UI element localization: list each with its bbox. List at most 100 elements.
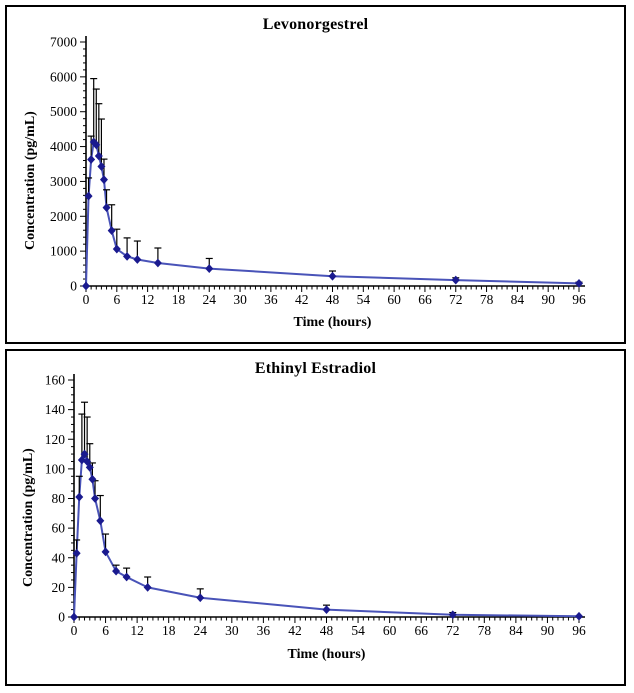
x-tick-label: 6: [102, 623, 109, 638]
x-tick-label: 30: [233, 292, 247, 307]
x-tick-label: 42: [295, 292, 309, 307]
x-tick-label: 90: [541, 623, 555, 638]
data-point-marker: [92, 140, 101, 150]
y-tick-label: 1000: [50, 244, 77, 259]
x-tick-label: 48: [320, 623, 334, 638]
axes: [73, 374, 585, 618]
data-point-marker: [575, 278, 583, 288]
x-axis-title: Time (hours): [287, 647, 366, 662]
y-tick-label: 7000: [50, 35, 77, 50]
x-tick-labels: 0 6 12 18 24 30 36 42 48 54 60 66 72 78 84 90 96: [83, 292, 586, 307]
data-point-marker: [70, 612, 78, 622]
data-point-marker: [143, 582, 152, 592]
data-point-marker: [107, 226, 116, 235]
y-tick-label: 160: [45, 373, 66, 388]
data-point-marker: [72, 548, 81, 558]
levonorgestrel-plot-area: 0 6 12 18 24 30 36 42 48 54 60 66 72 78 84 90 96 0 1000 200…: [50, 35, 586, 308]
x-tick-label: 36: [264, 292, 278, 307]
data-point-marker: [575, 611, 583, 621]
data-point-marker: [328, 271, 337, 281]
data-point-marker: [82, 281, 90, 291]
x-tick-labels: 0 6 12 18 24 30 36 42 48 54 60 66 72 78 84 90 96: [71, 623, 586, 638]
error-bars: [85, 77, 583, 284]
data-point-marker: [89, 137, 98, 147]
data-point-marker: [205, 264, 214, 273]
y-tick-labels: 0 20 40 60 80 100 120 140 160: [45, 373, 66, 625]
x-tick-label: 66: [414, 623, 428, 638]
x-tick-label: 24: [194, 623, 208, 638]
x-tick-label: 48: [326, 292, 340, 307]
data-point-marker: [102, 203, 111, 212]
chart-title-levonorgestrel: Levonorgestrel: [262, 16, 369, 33]
x-tick-label: 66: [418, 292, 432, 307]
y-tick-label: 0: [58, 610, 65, 625]
data-point-marker: [75, 492, 84, 502]
data-point-marker: [96, 516, 105, 526]
x-tick-label: 18: [172, 292, 186, 307]
y-tick-label: 100: [45, 461, 66, 476]
series-line: [73, 453, 580, 618]
y-tick-label: 40: [52, 550, 66, 565]
x-tick-label: 54: [351, 623, 365, 638]
data-point-marker: [196, 593, 205, 603]
x-tick-label: 84: [509, 623, 523, 638]
data-point-marker: [88, 474, 97, 484]
x-tick-label: 0: [71, 623, 78, 638]
x-tick-label: 78: [480, 292, 494, 307]
data-point-marker: [322, 605, 331, 614]
y-tick-label: 2000: [50, 209, 77, 224]
x-tick-label: 30: [225, 623, 239, 638]
x-tick-label: 18: [162, 623, 176, 638]
y-tick-label: 120: [45, 432, 66, 447]
y-tick-label: 5000: [50, 104, 77, 119]
x-axis-title: Time (hours): [293, 315, 372, 330]
x-tick-label: 60: [383, 623, 397, 638]
y-tick-label: 0: [70, 279, 77, 294]
data-point-marker: [133, 255, 142, 264]
y-tick-label: 140: [45, 402, 66, 417]
x-tick-label: 36: [257, 623, 271, 638]
x-tick-label: 12: [130, 623, 144, 638]
y-tick-label: 3000: [50, 174, 77, 189]
y-tick-label: 4000: [50, 139, 77, 154]
data-point-markers: [82, 137, 583, 291]
y-tick-label: 6000: [50, 69, 77, 84]
data-point-markers: [70, 449, 583, 622]
ethinyl-estradiol-plot-area: 0 6 12 18 24 30 36 42 48 54 60 66 72 78 84 90 96 0 20 40 60 8…: [45, 373, 586, 639]
data-point-marker: [77, 455, 86, 465]
x-tick-label: 54: [357, 292, 371, 307]
x-tick-label: 96: [572, 623, 586, 638]
levonorgestrel-chart-panel: Levonorgestrel Concentration (pg/mL) Tim…: [5, 5, 626, 344]
data-point-marker: [87, 155, 96, 164]
tick-marks: [80, 41, 580, 292]
x-tick-label: 6: [113, 292, 120, 307]
data-point-marker: [85, 462, 94, 472]
data-point-marker: [153, 258, 162, 268]
data-point-marker: [112, 566, 121, 576]
data-point-marker: [94, 151, 103, 161]
data-point-marker: [448, 610, 457, 620]
data-point-marker: [122, 572, 131, 582]
data-point-marker: [123, 251, 132, 261]
x-tick-label: 72: [446, 623, 460, 638]
y-tick-label: 20: [52, 580, 66, 595]
tick-marks: [68, 379, 580, 623]
x-tick-label: 0: [83, 292, 90, 307]
data-point-marker: [97, 162, 106, 171]
y-tick-label: 80: [52, 491, 66, 506]
data-point-marker: [112, 244, 121, 254]
x-tick-label: 96: [572, 292, 586, 307]
x-tick-label: 84: [511, 292, 525, 307]
data-point-marker: [84, 191, 93, 201]
y-tick-labels: 0 1000 2000 3000 4000 5000 6000 7000: [50, 35, 77, 294]
chart-title-ethinyl-estradiol: Ethinyl Estradiol: [254, 360, 377, 377]
data-point-marker: [99, 175, 108, 185]
x-tick-label: 24: [203, 292, 217, 307]
x-tick-label: 78: [478, 623, 492, 638]
y-tick-label: 60: [52, 521, 66, 536]
error-bars: [73, 401, 457, 615]
x-tick-label: 42: [288, 623, 302, 638]
x-tick-label: 90: [541, 292, 555, 307]
ethinyl-estradiol-chart-panel: Ethinyl Estradiol Concentration (pg/mL) …: [5, 349, 626, 686]
data-point-marker: [451, 275, 460, 285]
